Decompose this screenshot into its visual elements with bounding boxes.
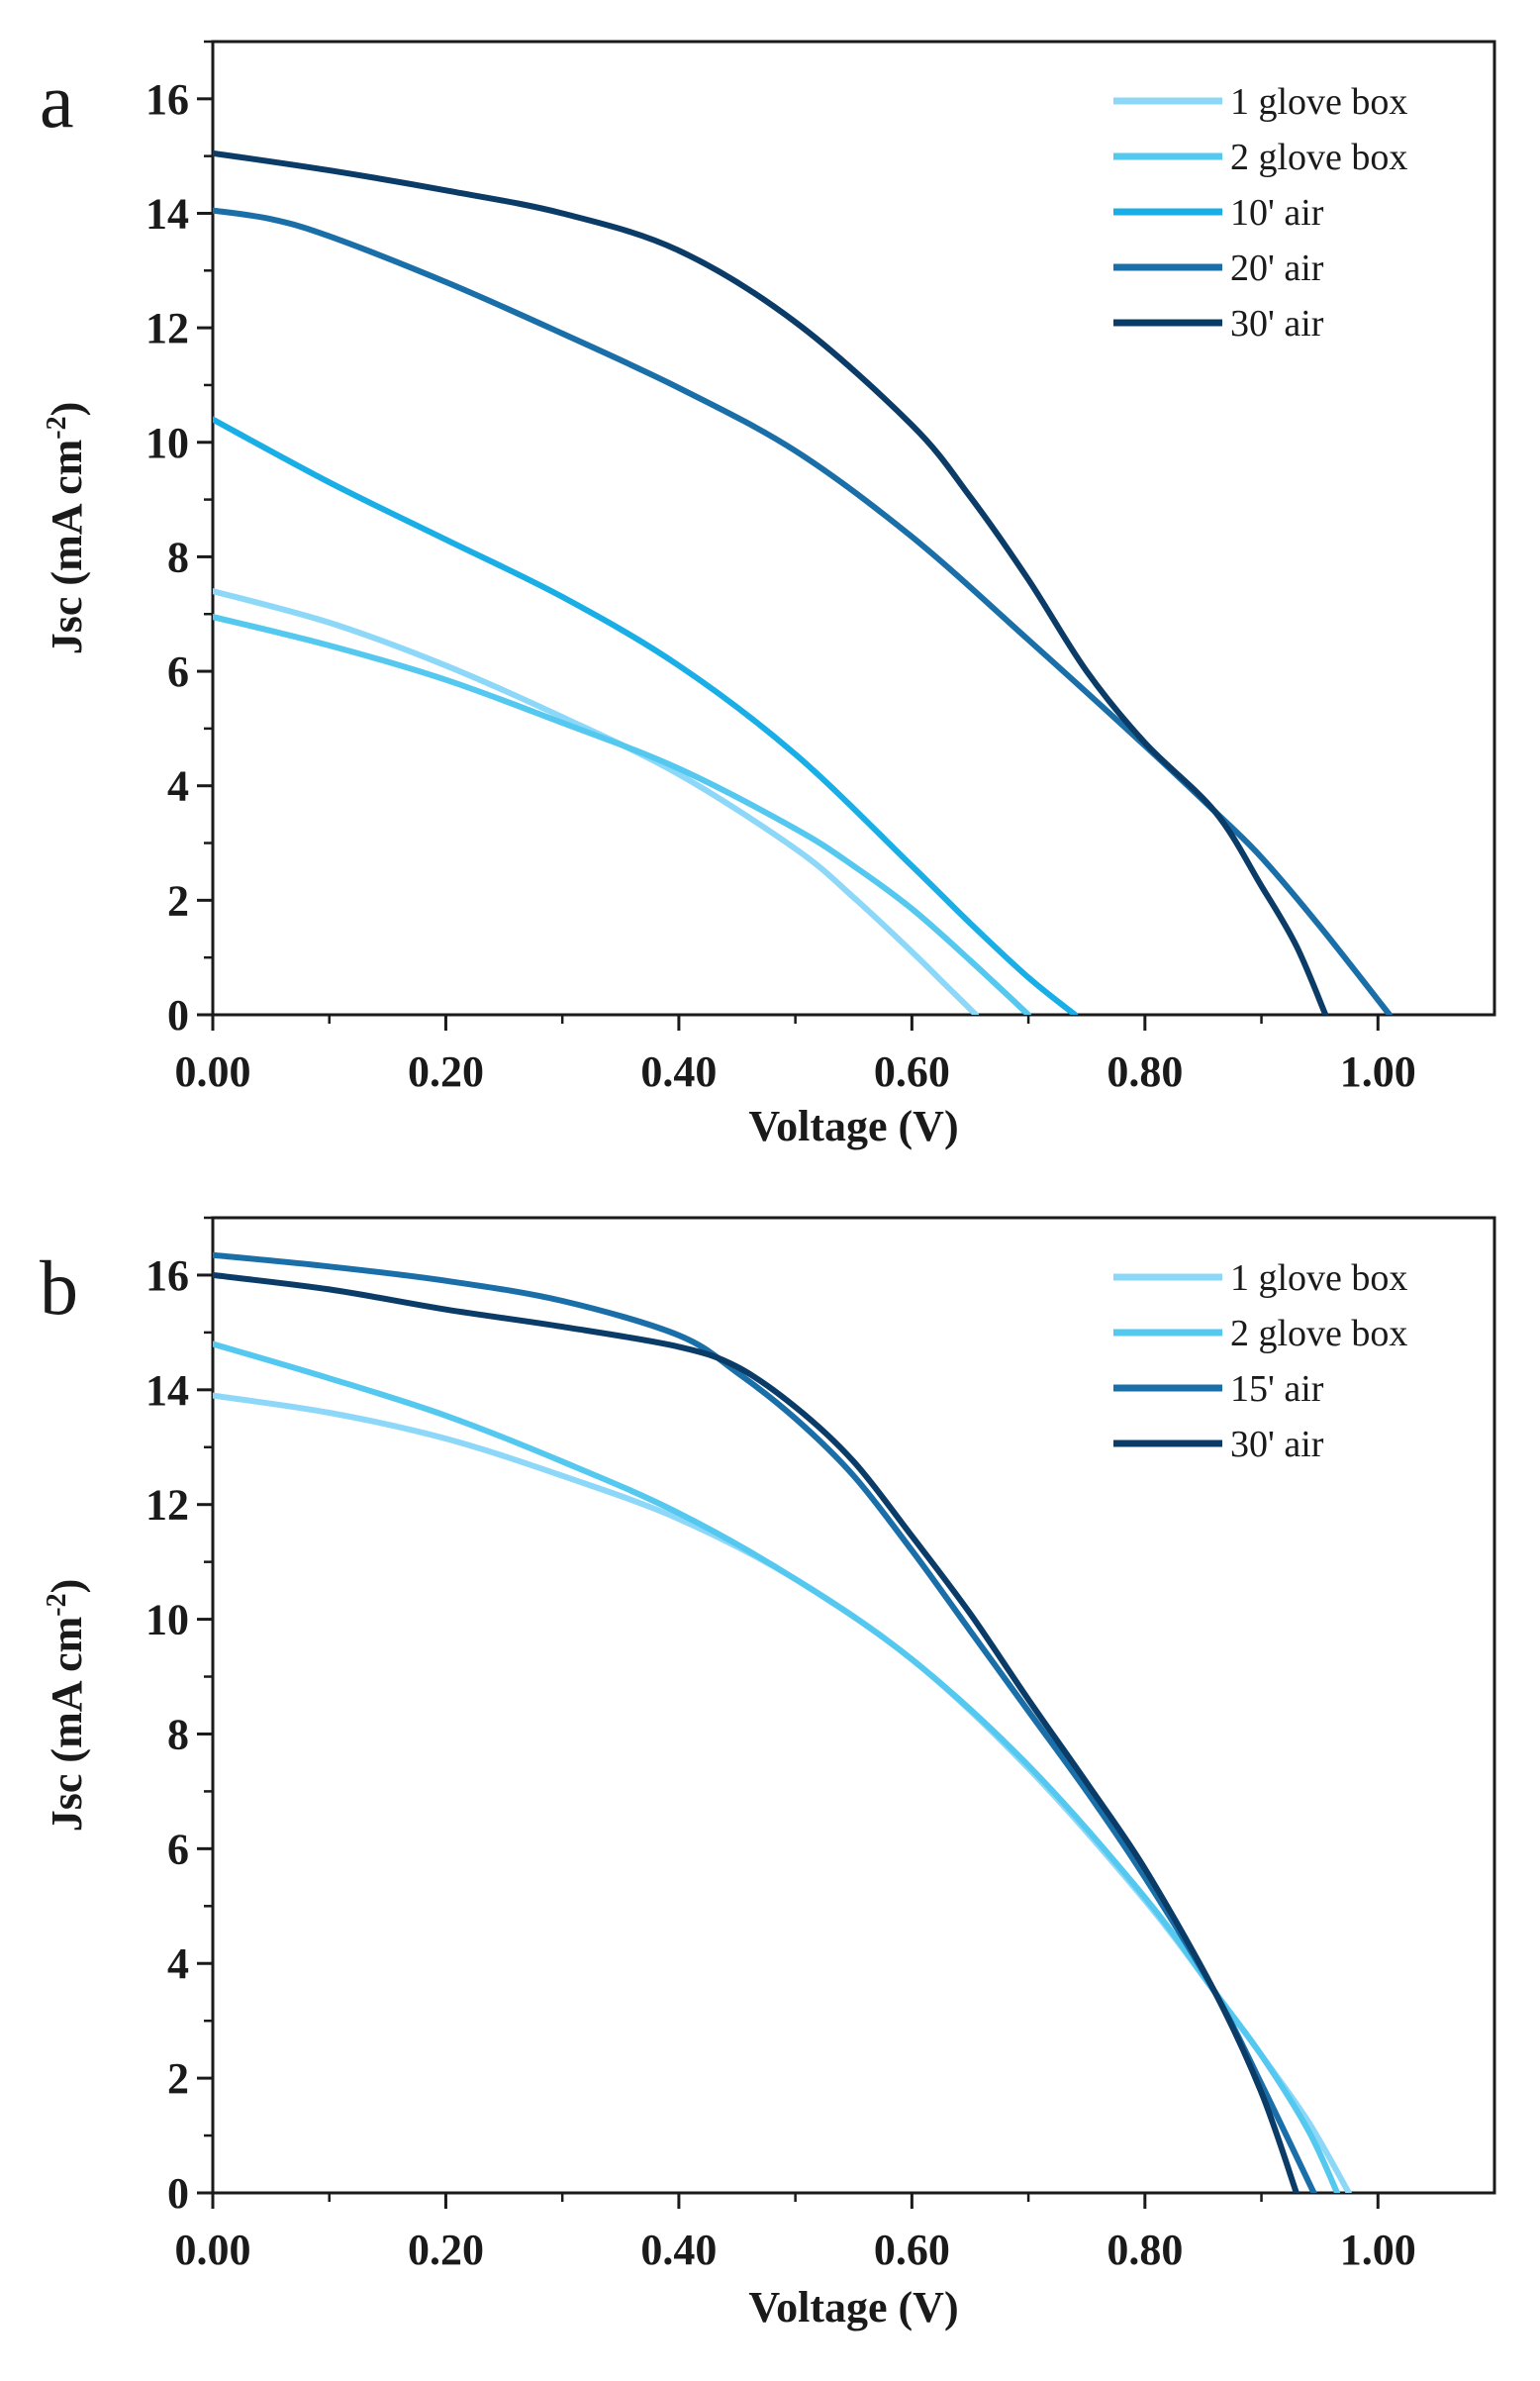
- y-tick-label: 14: [145, 1366, 189, 1415]
- legend-label: 15' air: [1230, 1368, 1324, 1410]
- x-tick-label: 0.80: [1107, 2226, 1183, 2274]
- x-tick-label: 0.40: [640, 2226, 717, 2274]
- x-tick-label: 0.20: [408, 2226, 484, 2274]
- x-tick-label: 0.00: [175, 1047, 251, 1096]
- legend-label: 10' air: [1230, 192, 1324, 234]
- y-tick-label: 16: [145, 1251, 189, 1300]
- legend-label: 2 glove box: [1230, 1313, 1407, 1354]
- series-line: [213, 1392, 1352, 2193]
- y-tick-label: 4: [167, 762, 189, 811]
- chart-panel-a: 0.00 0.20 0.40 0.60 0.80 1.00 0 2 4 6 8 10 12 14 16 Vol…: [40, 40, 1496, 1150]
- y-tick-label: 0: [167, 991, 189, 1040]
- x-axis-title: Voltage (V): [748, 2283, 958, 2331]
- y-tick-label: 16: [145, 75, 189, 124]
- legend-label: 20' air: [1230, 248, 1324, 289]
- plot-frame: [211, 40, 1496, 1017]
- y-axis-title: Jsc (mA cm-2): [42, 1579, 91, 1832]
- plot-frame: [211, 1216, 1496, 2195]
- legend-label: 1 glove box: [1230, 81, 1407, 123]
- y-tick-label: 12: [145, 1481, 189, 1530]
- series-line: [213, 149, 1329, 1015]
- x-tick-label: 1.00: [1340, 2226, 1416, 2274]
- y-axis-title: Jsc (mA cm-2): [42, 402, 91, 654]
- series-line: [213, 1340, 1341, 2193]
- y-tick-label: 4: [167, 1939, 189, 1988]
- x-tick-label: 0.60: [874, 2226, 950, 2274]
- y-tick-label: 6: [167, 647, 189, 696]
- series-line: [213, 207, 1393, 1015]
- y-tick-label: 0: [167, 2169, 189, 2218]
- y-tick-label: 8: [167, 533, 189, 581]
- series-line: [213, 614, 1032, 1015]
- x-axis-title: Voltage (V): [748, 1102, 958, 1150]
- x-tick-label: 1.00: [1340, 1047, 1416, 1096]
- panel-letter: b: [40, 1244, 78, 1331]
- y-tick-label: 2: [167, 2054, 189, 2103]
- y-tick-label: 12: [145, 304, 189, 352]
- y-tick-label: 2: [167, 876, 189, 925]
- series-line: [213, 588, 980, 1015]
- series-line: [213, 1271, 1299, 2193]
- legend-label: 2 glove box: [1230, 137, 1407, 178]
- x-tick-label: 0.20: [408, 1047, 484, 1096]
- panel-letter: a: [40, 57, 74, 144]
- series-line: [213, 416, 1079, 1015]
- y-tick-label: 10: [145, 1596, 189, 1644]
- x-tick-label: 0.40: [640, 1047, 717, 1096]
- y-tick-label: 8: [167, 1710, 189, 1758]
- y-tick-label: 6: [167, 1825, 189, 1873]
- legend-label: 1 glove box: [1230, 1257, 1407, 1299]
- x-tick-label: 0.00: [175, 2226, 251, 2274]
- y-tick-label: 14: [145, 189, 189, 238]
- legend-label: 30' air: [1230, 303, 1324, 345]
- x-tick-label: 0.60: [874, 1047, 950, 1096]
- x-tick-label: 0.80: [1107, 1047, 1183, 1096]
- y-tick-label: 10: [145, 419, 189, 467]
- chart-panel-b: 0.00 0.20 0.40 0.60 0.80 1.00 0 2 4 6 8 10 12 14 16 Vol…: [40, 1216, 1496, 2331]
- legend-label: 30' air: [1230, 1424, 1324, 1465]
